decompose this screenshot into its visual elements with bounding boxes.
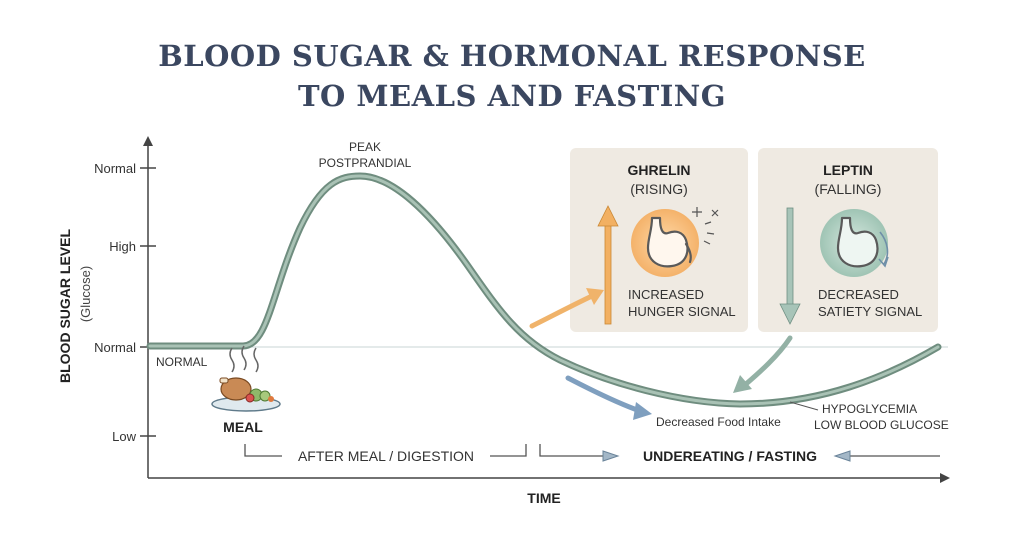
title-line-1: BLOOD SUGAR & HORMONAL RESPONSE — [158, 39, 866, 73]
leptin-falling-arrow — [779, 207, 801, 325]
leptin-status: (FALLING) — [815, 181, 882, 197]
y-tick-label-high: High — [109, 239, 136, 254]
sparkle-icon — [692, 207, 719, 245]
x-axis-title: TIME — [527, 490, 560, 506]
leptin-panel: LEPTIN (FALLING) DECREASED SATIETY SIGNA… — [758, 148, 938, 332]
after-meal-phase-label: AFTER MEAL / DIGESTION — [298, 448, 474, 464]
y-tick-label-low: Low — [112, 429, 136, 444]
ghrelin-status: (RISING) — [630, 181, 688, 197]
decreased-food-intake-label: Decreased Food Intake — [656, 415, 781, 429]
peak-label-line1: PEAK — [349, 140, 381, 154]
y-axis-title: BLOOD SUGAR LEVEL — [57, 229, 73, 383]
leptin-trigger-arrow — [733, 335, 793, 393]
y-axis-subtitle: (Glucose) — [78, 266, 93, 322]
normal-label: NORMAL — [156, 355, 208, 369]
meal-label: MEAL — [223, 419, 263, 435]
ghrelin-stomach-icon — [631, 209, 699, 277]
ghrelin-title: GHRELIN — [628, 162, 691, 178]
ghrelin-panel: GHRELIN (RISING) INCREASED HUNGER SIGNAL — [570, 148, 748, 332]
hypoglycemia-label-line1: HYPOGLYCEMIA — [822, 402, 917, 416]
ghrelin-rising-arrow — [597, 205, 619, 325]
hypoglycemia-label-line2: LOW BLOOD GLUCOSE — [814, 418, 949, 432]
y-tick-label-normal-top: Normal — [94, 161, 136, 176]
y-tick-label-normal: Normal — [94, 340, 136, 355]
decreased-food-intake-arrow — [565, 375, 652, 420]
glucose-curve-highlight — [148, 174, 940, 406]
fasting-bracket — [539, 444, 940, 462]
leptin-text-line2: SATIETY SIGNAL — [818, 304, 922, 319]
ghrelin-trigger-arrow — [529, 288, 604, 329]
hypoglycemia-leader-line — [789, 401, 819, 411]
ghrelin-text-line2: HUNGER SIGNAL — [628, 304, 736, 319]
fasting-phase-label: UNDEREATING / FASTING — [643, 448, 817, 464]
after-meal-bracket — [244, 444, 527, 457]
leptin-text-line1: DECREASED — [818, 287, 899, 302]
title-line-2: TO MEALS AND FASTING — [298, 79, 726, 113]
ghrelin-text-line1: INCREASED — [628, 287, 704, 302]
meal-plate-icon — [211, 345, 281, 412]
leptin-title: LEPTIN — [823, 162, 873, 178]
leptin-stomach-icon — [820, 209, 889, 277]
peak-label-line2: POSTPRANDIAL — [319, 156, 412, 170]
